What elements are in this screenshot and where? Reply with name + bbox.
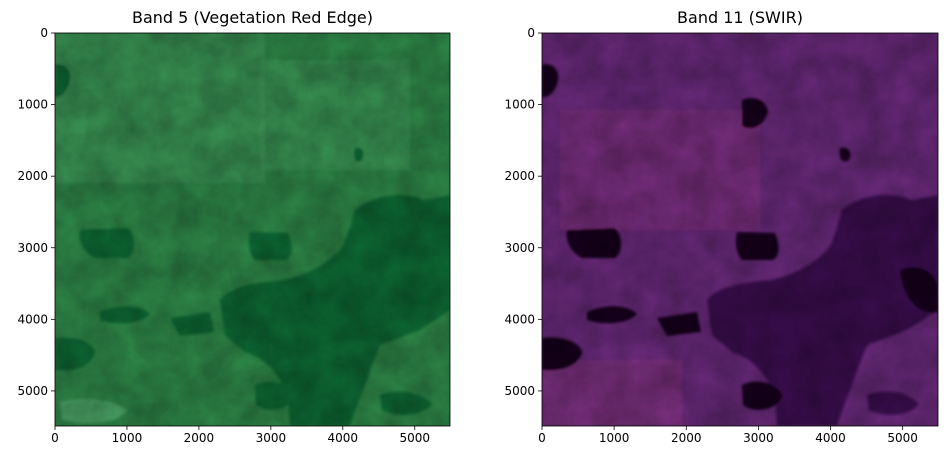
x-tick-label: 4000 — [328, 431, 359, 445]
y-tick-label: 0 — [527, 26, 535, 40]
y-tick-label: 3000 — [504, 241, 535, 255]
x-tick-label: 4000 — [815, 431, 846, 445]
noise-overlay — [55, 33, 450, 426]
x-tick-label: 2000 — [671, 431, 702, 445]
y-tick-label: 5000 — [504, 384, 535, 398]
y-tick-label: 5000 — [17, 384, 48, 398]
x-tick-label: 1000 — [599, 431, 630, 445]
y-tick-label: 2000 — [17, 169, 48, 183]
x-tick-label: 1000 — [112, 431, 143, 445]
x-tick-label: 3000 — [743, 431, 774, 445]
y-tick-label: 2000 — [504, 169, 535, 183]
x-axis: 0 1000 2000 3000 4000 5000 — [51, 426, 430, 445]
y-tick-label: 3000 — [17, 241, 48, 255]
x-tick-label: 0 — [51, 431, 59, 445]
y-tick-label: 1000 — [504, 98, 535, 112]
x-tick-label: 3000 — [256, 431, 287, 445]
band11-image — [542, 33, 938, 426]
y-tick-label: 4000 — [17, 312, 48, 326]
band5-image — [55, 33, 450, 426]
y-tick-label: 4000 — [504, 312, 535, 326]
y-tick-label: 1000 — [17, 98, 48, 112]
x-tick-label: 5000 — [887, 431, 918, 445]
chart-title: Band 11 (SWIR) — [677, 8, 803, 27]
y-axis: 0 1000 2000 3000 4000 5000 — [17, 26, 55, 398]
noise-overlay — [542, 33, 938, 426]
x-tick-label: 5000 — [399, 431, 430, 445]
band11-panel: Band 11 (SWIR) 0 10 — [504, 8, 938, 445]
chart-title: Band 5 (Vegetation Red Edge) — [132, 8, 373, 27]
y-tick-label: 0 — [40, 26, 48, 40]
x-axis: 0 1000 2000 3000 4000 5000 — [538, 426, 918, 445]
x-tick-label: 2000 — [184, 431, 215, 445]
x-tick-label: 0 — [538, 431, 546, 445]
y-axis: 0 1000 2000 3000 4000 5000 — [504, 26, 542, 398]
band5-panel: Band 5 (Vegetation Red Edge) — [17, 8, 450, 445]
